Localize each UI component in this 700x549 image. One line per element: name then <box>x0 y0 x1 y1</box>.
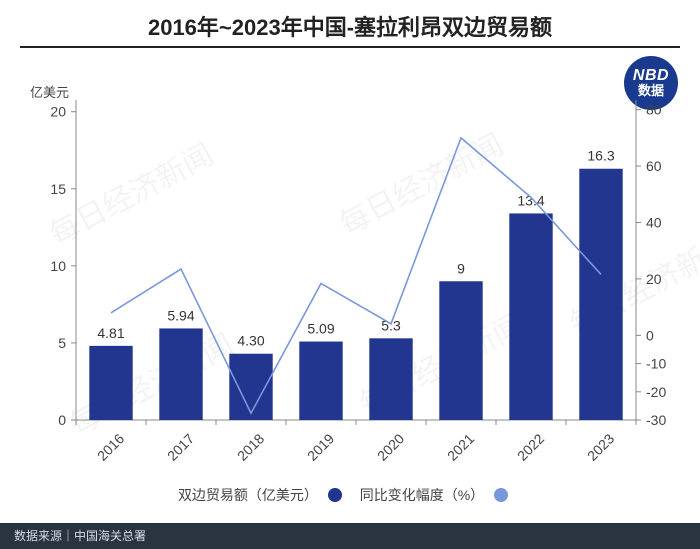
svg-text:2017: 2017 <box>164 430 197 463</box>
svg-text:20: 20 <box>646 271 662 287</box>
svg-text:2020: 2020 <box>374 430 407 463</box>
svg-text:0: 0 <box>646 327 654 343</box>
legend: 双边贸易额（亿美元） 同比变化幅度（%） <box>0 485 700 505</box>
svg-text:16.3: 16.3 <box>587 148 614 164</box>
svg-text:0: 0 <box>58 412 66 428</box>
legend-item-1-label: 同比变化幅度（%） <box>360 487 484 503</box>
chart-plot: 0 5 10 15 20 -30 -20 -10 0 20 40 60 80 4.81 5.94 4.30 5.… <box>0 0 700 520</box>
svg-text:5: 5 <box>58 335 66 351</box>
legend-item-0-swatch <box>328 488 342 502</box>
svg-text:2019: 2019 <box>304 430 337 463</box>
svg-text:-30: -30 <box>646 412 666 428</box>
svg-text:-20: -20 <box>646 384 666 400</box>
svg-text:5.09: 5.09 <box>307 321 334 337</box>
svg-text:2022: 2022 <box>514 430 547 463</box>
svg-text:2016: 2016 <box>94 430 127 463</box>
svg-text:2023: 2023 <box>584 430 617 463</box>
svg-text:20: 20 <box>50 104 66 120</box>
svg-text:9: 9 <box>457 260 465 276</box>
svg-text:-10: -10 <box>646 356 666 372</box>
svg-text:2021: 2021 <box>444 430 477 463</box>
svg-text:5.94: 5.94 <box>167 307 194 323</box>
svg-text:80: 80 <box>646 102 662 118</box>
svg-text:13.4: 13.4 <box>517 192 544 208</box>
svg-text:15: 15 <box>50 181 66 197</box>
source-text: 数据来源｜中国海关总署 <box>14 529 146 543</box>
svg-text:4.30: 4.30 <box>237 333 264 349</box>
svg-text:4.81: 4.81 <box>97 325 124 341</box>
legend-item-0-label: 双边贸易额（亿美元） <box>178 487 318 503</box>
svg-text:60: 60 <box>646 158 662 174</box>
legend-item-1-swatch <box>494 488 508 502</box>
svg-text:2018: 2018 <box>234 430 267 463</box>
svg-text:10: 10 <box>50 258 66 274</box>
source-strip: 数据来源｜中国海关总署 <box>0 523 700 549</box>
chart-card: 2016年~2023年中国-塞拉利昂双边贸易额 亿美元 % NBD 数据 每日经… <box>0 0 700 549</box>
svg-text:40: 40 <box>646 215 662 231</box>
